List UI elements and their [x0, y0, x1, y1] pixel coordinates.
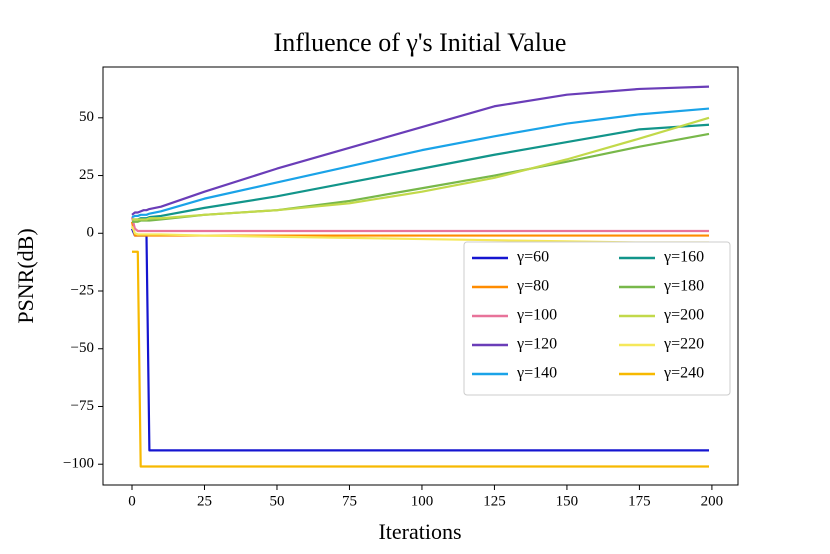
x-axis-label: Iterations [378, 519, 461, 544]
x-tick-label: 150 [556, 493, 579, 509]
series-line [130, 221, 710, 237]
x-tick-label: 125 [483, 493, 506, 509]
y-tick-label: 0 [87, 225, 95, 241]
legend-label: γ=80 [516, 278, 549, 295]
y-axis-label: PSNR(dB) [13, 228, 38, 323]
series-line [131, 123, 710, 221]
legend-label: γ=100 [516, 307, 557, 324]
legend: γ=60 γ=80 γ=100 γ=120 γ=140 γ=160 γ=180 γ=200 γ=… [463, 241, 731, 396]
plot-frame [102, 66, 739, 486]
series-line [130, 216, 710, 233]
series-line [131, 116, 710, 221]
legend-box [463, 241, 731, 396]
series-line [131, 85, 710, 216]
x-tick-label: 25 [197, 493, 212, 509]
x-tick-label: 200 [701, 493, 724, 509]
series-line [131, 250, 710, 468]
y-tick-label: −75 [71, 398, 94, 414]
x-tick-label: 0 [128, 493, 136, 509]
y-tick-label: −50 [71, 340, 94, 356]
y-tick-label: −25 [71, 282, 94, 298]
legend-label: γ=240 [663, 365, 704, 382]
x-tick-label: 175 [628, 493, 651, 509]
y-tick-label: 50 [79, 109, 94, 125]
legend-label: γ=160 [663, 249, 704, 266]
legend-label: γ=120 [516, 336, 557, 353]
legend-label: γ=140 [516, 365, 557, 382]
x-tick-label: 100 [411, 493, 434, 509]
legend-label: γ=60 [516, 249, 549, 266]
legend-label: γ=200 [663, 307, 704, 324]
legend-label: γ=220 [663, 336, 704, 353]
y-tick-label: 25 [79, 167, 94, 183]
series-line [130, 225, 710, 244]
legend-label: γ=180 [663, 278, 704, 295]
chart-title: Influence of γ's Initial Value [274, 28, 567, 57]
x-tick-label: 50 [269, 493, 284, 509]
series-line [131, 132, 710, 223]
series-line [131, 107, 710, 219]
x-tick-label: 75 [342, 493, 357, 509]
y-tick-label: −100 [63, 456, 94, 472]
